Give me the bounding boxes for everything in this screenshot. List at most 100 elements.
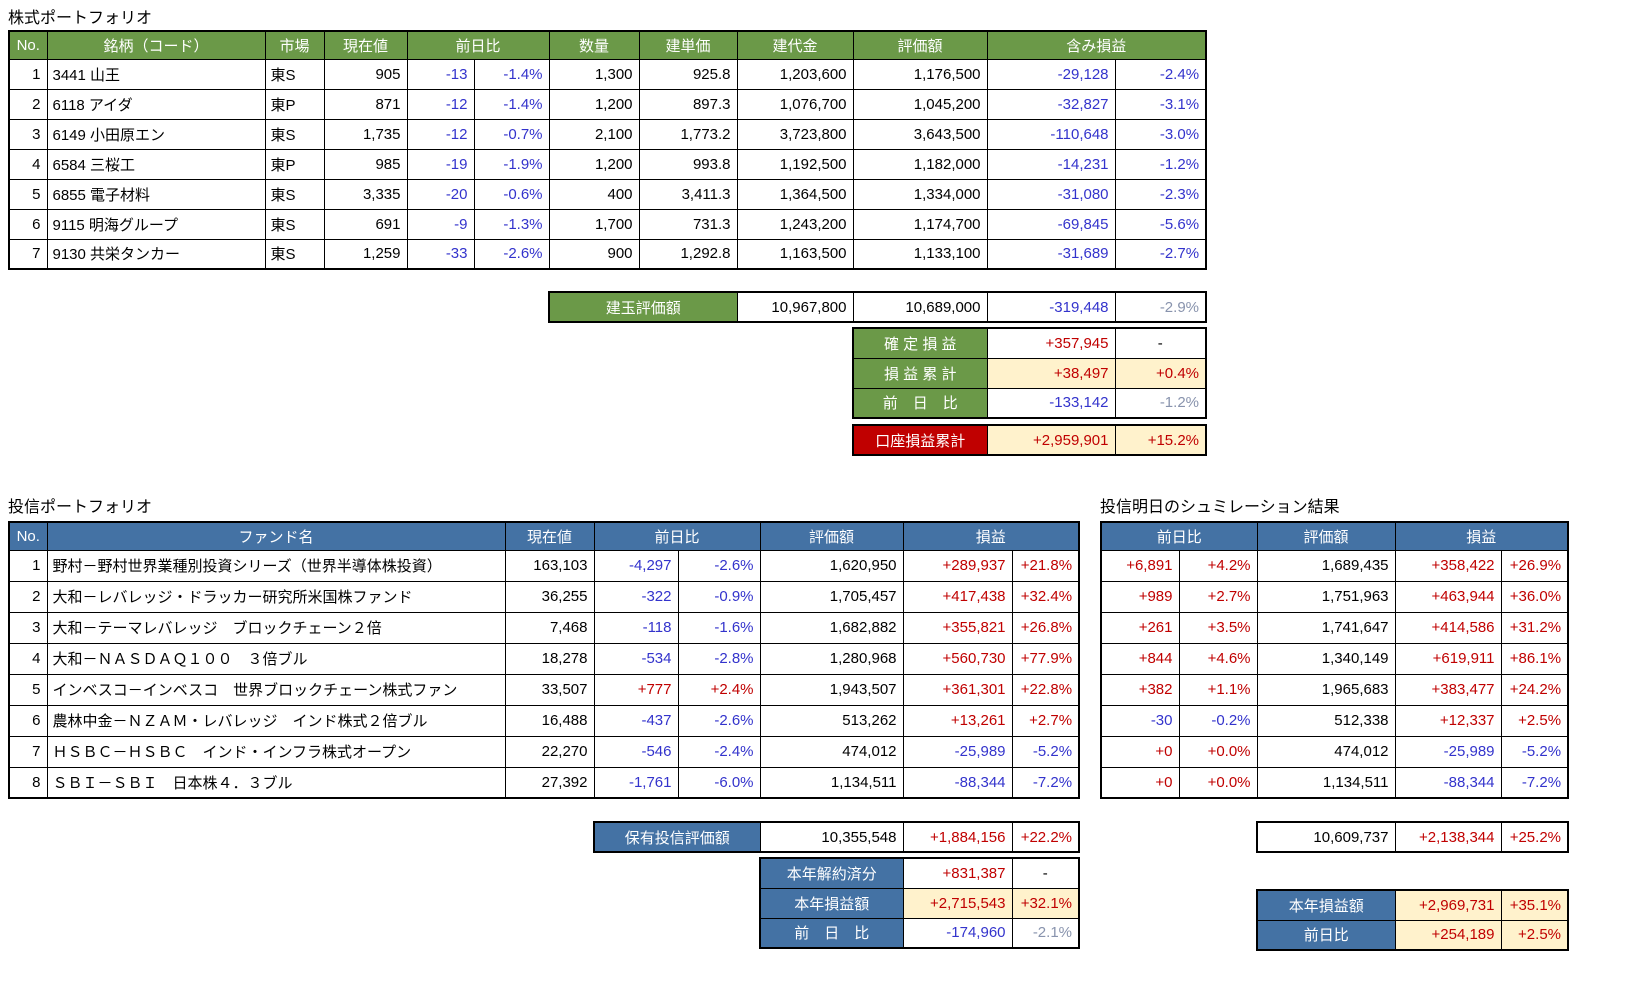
cell-unrealized-pl: -110,648 [986,118,1116,150]
cell-unrealized-pl-pct: -2.4% [1114,58,1207,90]
cell-day-change-pct: -1.4% [473,88,550,120]
sim-total-row: 10,609,737 +2,138,344 +25.2% [1256,821,1569,853]
cell-day-change: -546 [593,735,679,768]
stock-col-unit-price: 建単価 [638,30,738,60]
cell-valuation: 1,705,457 [759,580,904,613]
account-total-label: 口座損益累計 [852,424,988,456]
cell-day-change-pct: -0.9% [677,580,761,613]
cell-unrealized-pl: -31,689 [986,238,1116,270]
fund-ytd-value: +2,715,543 [902,887,1013,919]
account-total-value: +2,959,901 [986,424,1116,456]
cell-pl: +463,944 [1394,580,1502,613]
cell-day-change: -13 [406,58,475,90]
cell-unrealized-pl: -14,231 [986,148,1116,180]
cell-unrealized-pl: -32,827 [986,88,1116,120]
cell-market: 東S [264,178,325,210]
sim-day-change-row: 前日比 +254,189 +2.5% [1256,919,1569,951]
cell-day-change-pct: +1.1% [1178,673,1258,706]
sim-ytd-pct: +35.1% [1500,889,1569,921]
cell-day-change: +382 [1100,673,1180,706]
cell-unit-price: 993.8 [638,148,738,180]
fund-col-no: No. [8,521,48,551]
sim-col-value: 評価額 [1256,521,1396,551]
cell-day-change: +6,891 [1100,549,1180,582]
account-total-row: 口座損益累計 +2,959,901 +15.2% [852,424,1207,456]
cell-day-change-pct: +0.0% [1178,735,1258,768]
cell-current-price: 163,103 [504,549,595,582]
cell-pl: -88,344 [902,766,1013,799]
fund-total-row: 保有投信評価額 10,355,548 +1,884,156 +22.2% [593,821,1080,853]
cell-current-price: 33,507 [504,673,595,706]
cell-quantity: 1,700 [548,208,640,240]
cell-row-number: 7 [8,238,48,270]
cell-unrealized-pl-pct: -3.1% [1114,88,1207,120]
cell-current-price: 36,255 [504,580,595,613]
cell-unit-price: 897.3 [638,88,738,120]
fund-ytd-label: 本年損益額 [759,887,904,919]
fixed-pl-pct: - [1114,327,1207,359]
cell-day-change-pct: +3.5% [1178,611,1258,644]
cell-day-change: -33 [406,238,475,270]
cell-market: 東S [264,238,325,270]
cell-unit-price: 3,411.3 [638,178,738,210]
cell-amount: 1,076,700 [736,88,854,120]
fund-col-name: ファンド名 [46,521,506,551]
stock-col-qty: 数量 [548,30,640,60]
cell-quantity: 1,300 [548,58,640,90]
cell-day-change: -9 [406,208,475,240]
cell-unrealized-pl-pct: -3.0% [1114,118,1207,150]
stock-portfolio-title: 株式ポートフォリオ [8,10,153,27]
cell-day-change: -30 [1100,704,1180,737]
cell-fund-name: 農林中金－ＮＺＡＭ・レバレッジ インド株式２倍ブル [46,704,506,737]
sim-total-pl-pct: +25.2% [1500,821,1569,853]
cell-valuation: 1,751,963 [1256,580,1396,613]
cell-amount: 1,203,600 [736,58,854,90]
cell-day-change-pct: -0.2% [1178,704,1258,737]
day-change-pl-value: -133,142 [986,387,1116,419]
fund-ytd-row: 本年損益額 +2,715,543 +32.1% [759,887,1080,919]
cell-day-change: -20 [406,178,475,210]
cell-row-number: 6 [8,704,48,737]
cell-day-change-pct: +4.2% [1178,549,1258,582]
cell-current-price: 871 [323,88,408,120]
cell-row-number: 4 [8,148,48,180]
simulation-title: 投信明日のシュミレーション結果 [1100,499,1340,516]
cell-valuation: 1,965,683 [1256,673,1396,706]
cell-quantity: 1,200 [548,88,640,120]
cell-quantity: 2,100 [548,118,640,150]
cell-day-change: +844 [1100,642,1180,675]
account-total-table: 口座損益累計 +2,959,901 +15.2% [852,424,1207,456]
cell-valuation: 1,176,500 [852,58,988,90]
cell-day-change-pct: -2.6% [677,549,761,582]
cell-valuation: 1,741,647 [1256,611,1396,644]
fund-col-change: 前日比 [593,521,761,551]
cell-pl: +355,821 [902,611,1013,644]
stock-row: 6 9115 明海グループ 東S 691 -9 -1.3% 1,700 731.… [8,208,1207,240]
stock-col-market: 市場 [264,30,325,60]
cell-unit-price: 1,773.2 [638,118,738,150]
cell-unrealized-pl-pct: -2.7% [1114,238,1207,270]
cell-pl-pct: +36.0% [1500,580,1569,613]
cell-stock-name: 6149 小田原エン [46,118,266,150]
cell-valuation: 512,338 [1256,704,1396,737]
cell-valuation: 1,689,435 [1256,549,1396,582]
fund-row: 1 野村－野村世界業種別投資シリーズ（世界半導体株投資） 163,103 -4,… [8,549,1080,582]
cell-row-number: 5 [8,178,48,210]
cell-pl-pct: +2.7% [1011,704,1080,737]
cell-pl-pct: -5.2% [1011,735,1080,768]
cell-valuation: 1,280,968 [759,642,904,675]
fund-total-label: 保有投信評価額 [593,821,761,853]
cell-day-change: +777 [593,673,679,706]
cell-day-change: -19 [406,148,475,180]
sim-ytd-label: 本年損益額 [1256,889,1396,921]
cell-fund-name: ＳＢＩ－ＳＢＩ 日本株４．３ブル [46,766,506,799]
cell-stock-name: 9115 明海グループ [46,208,266,240]
sim-row: +844 +4.6% 1,340,149 +619,911 +86.1% [1100,642,1569,675]
fixed-pl-row: 確 定 損 益 +357,945 - [852,327,1207,359]
stock-portfolio-table: No. 銘柄（コード） 市場 現在値 前日比 数量 建単価 建代金 評価額 含み… [8,30,1208,270]
sim-total-pl: +2,138,344 [1394,821,1502,853]
sim-total-value: 10,609,737 [1256,821,1396,853]
cell-pl-pct: -5.2% [1500,735,1569,768]
cell-pl-pct: +86.1% [1500,642,1569,675]
fund-col-price: 現在値 [504,521,595,551]
